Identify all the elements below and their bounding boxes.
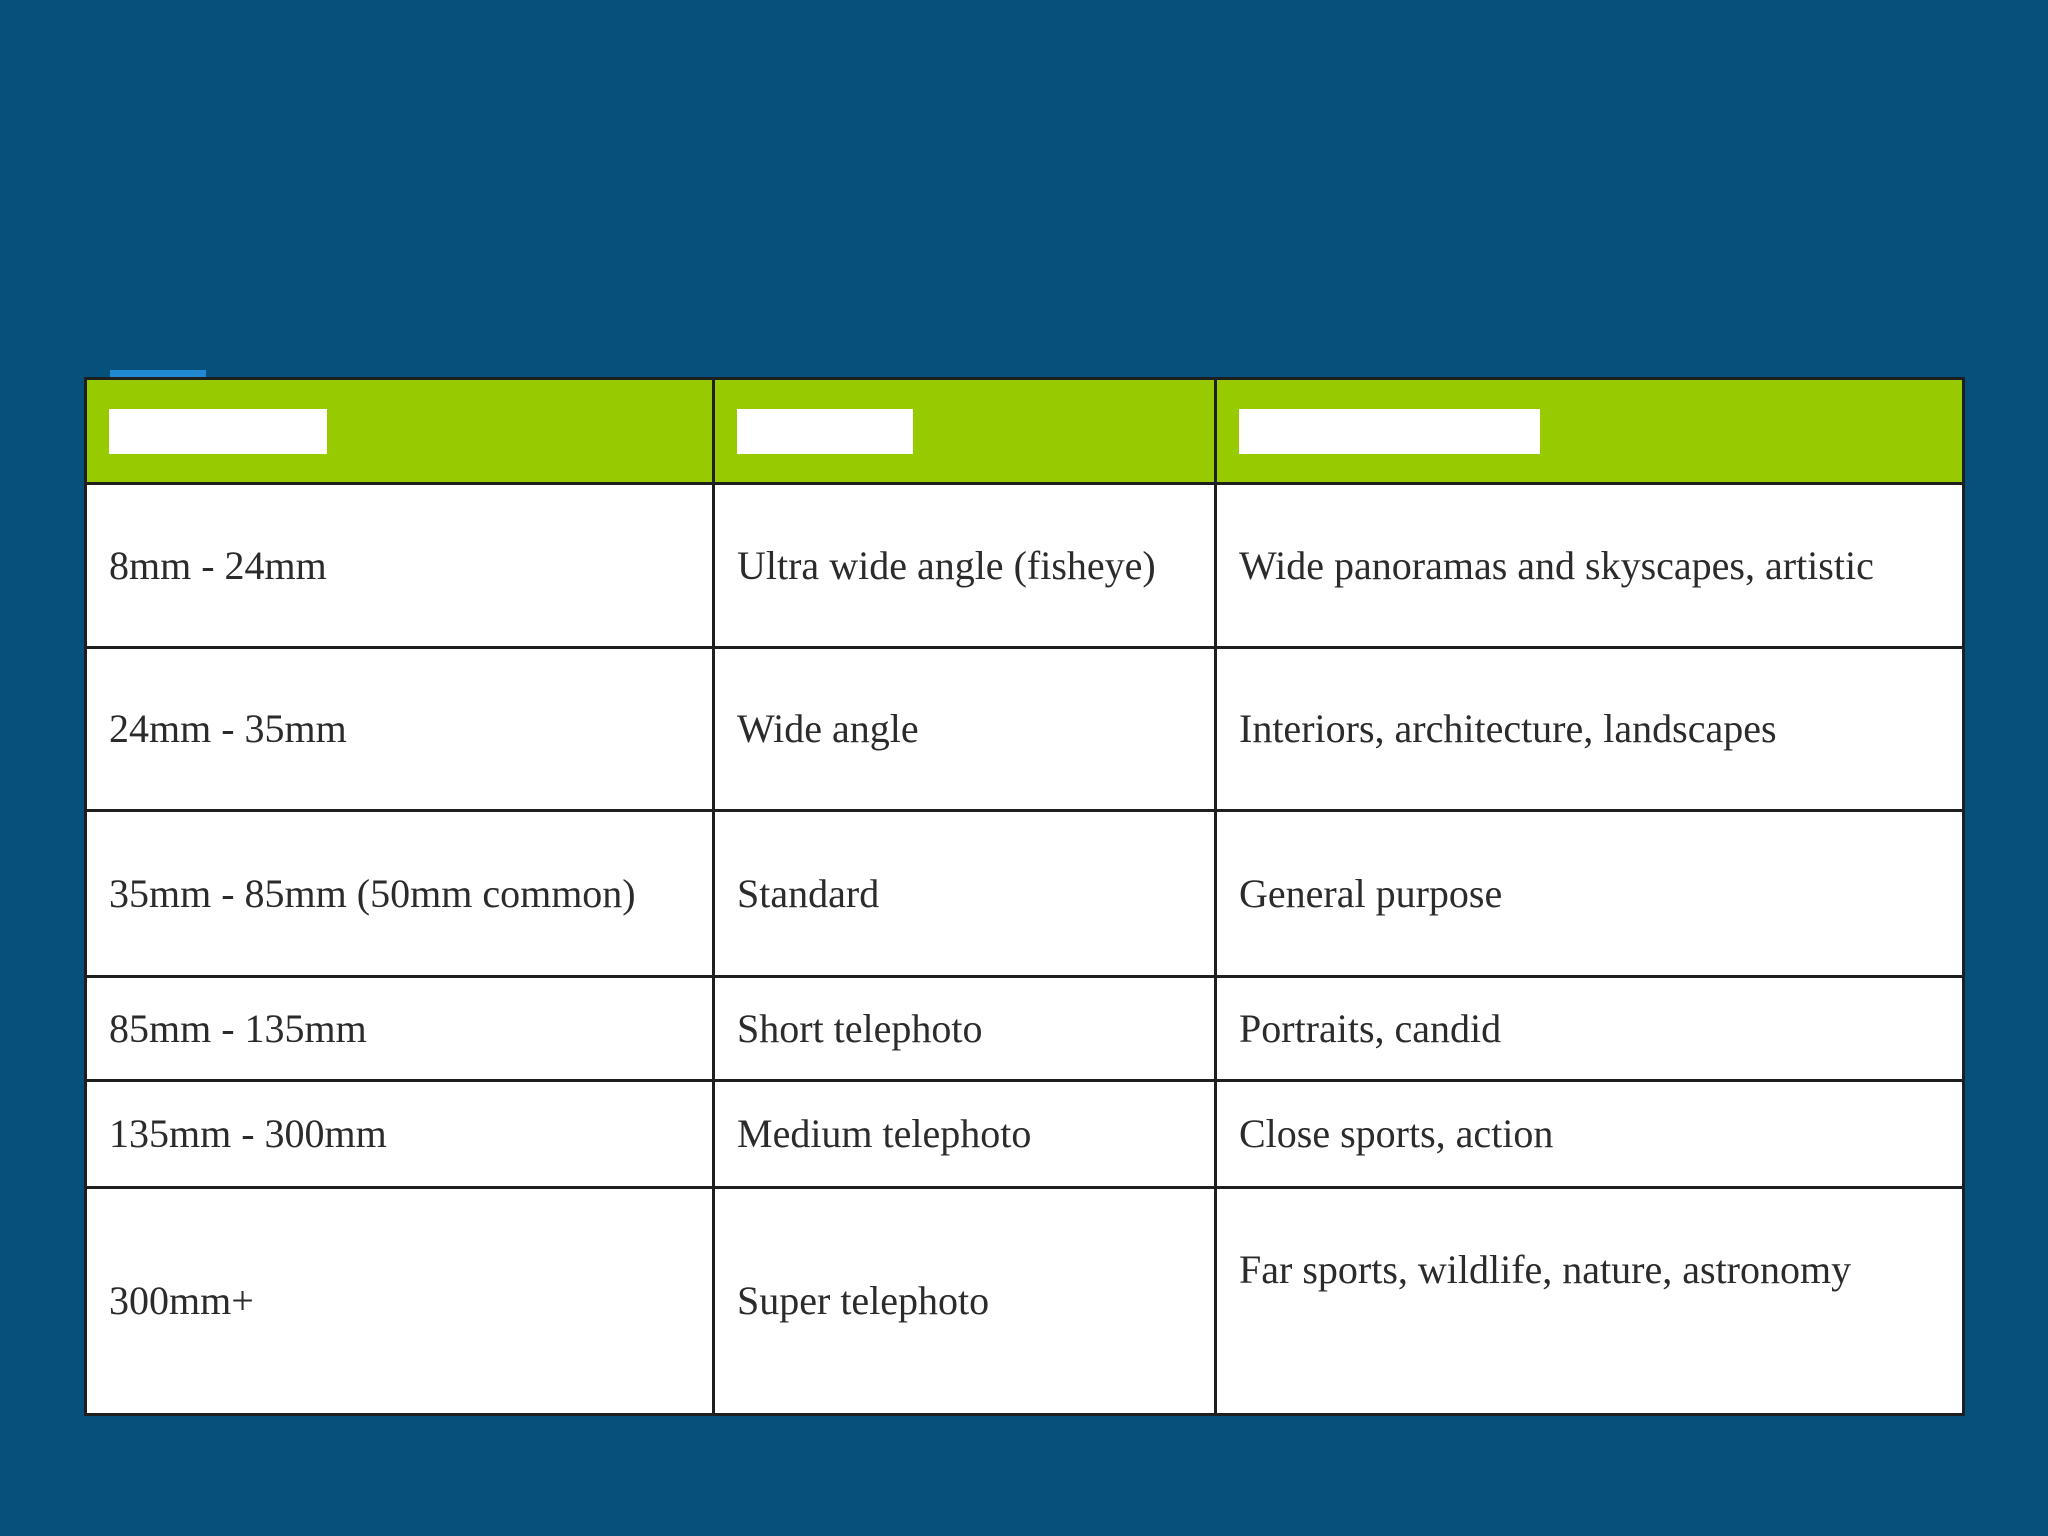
header-cell-1 <box>84 377 715 485</box>
best-use-cell: General purpose <box>1214 809 1965 978</box>
focal-range-cell: 135mm - 300mm <box>84 1079 715 1189</box>
lens-type-cell: Standard <box>712 809 1217 978</box>
lens-focal-length-table: 8mm - 24mm Ultra wide angle (fisheye) Wi… <box>84 377 1965 1416</box>
table-row: 24mm - 35mm Wide angle Interiors, archit… <box>84 646 1965 812</box>
table-row: 85mm - 135mm Short telephoto Portraits, … <box>84 975 1965 1082</box>
best-use-cell: Portraits, candid <box>1214 975 1965 1082</box>
focal-range-cell: 85mm - 135mm <box>84 975 715 1082</box>
header-placeholder-box-1 <box>109 408 327 454</box>
best-use-cell: Close sports, action <box>1214 1079 1965 1189</box>
lens-type-cell: Wide angle <box>712 646 1217 812</box>
best-use-cell: Far sports, wildlife, nature, astronomy <box>1214 1186 1965 1416</box>
best-use-cell: Interiors, architecture, landscapes <box>1214 646 1965 812</box>
header-row <box>84 377 1965 485</box>
header-placeholder-box-2 <box>737 408 913 454</box>
lens-type-cell: Medium telephoto <box>712 1079 1217 1189</box>
table-row: 35mm - 85mm (50mm common) Standard Gener… <box>84 809 1965 978</box>
focal-range-cell: 300mm+ <box>84 1186 715 1416</box>
lens-type-cell: Super telephoto <box>712 1186 1217 1416</box>
header-cell-2 <box>712 377 1217 485</box>
header-placeholder-box-3 <box>1239 408 1540 454</box>
table-row: 8mm - 24mm Ultra wide angle (fisheye) Wi… <box>84 482 1965 649</box>
focal-range-cell: 35mm - 85mm (50mm common) <box>84 809 715 978</box>
header-cell-3 <box>1214 377 1965 485</box>
table-row: 135mm - 300mm Medium telephoto Close spo… <box>84 1079 1965 1189</box>
focal-range-cell: 8mm - 24mm <box>84 482 715 649</box>
best-use-cell: Wide panoramas and skyscapes, artistic <box>1214 482 1965 649</box>
table-row: 300mm+ Super telephoto Far sports, wildl… <box>84 1186 1965 1416</box>
lens-type-cell: Short telephoto <box>712 975 1217 1082</box>
focal-range-cell: 24mm - 35mm <box>84 646 715 812</box>
blue-accent-dash <box>110 370 206 377</box>
lens-type-cell: Ultra wide angle (fisheye) <box>712 482 1217 649</box>
